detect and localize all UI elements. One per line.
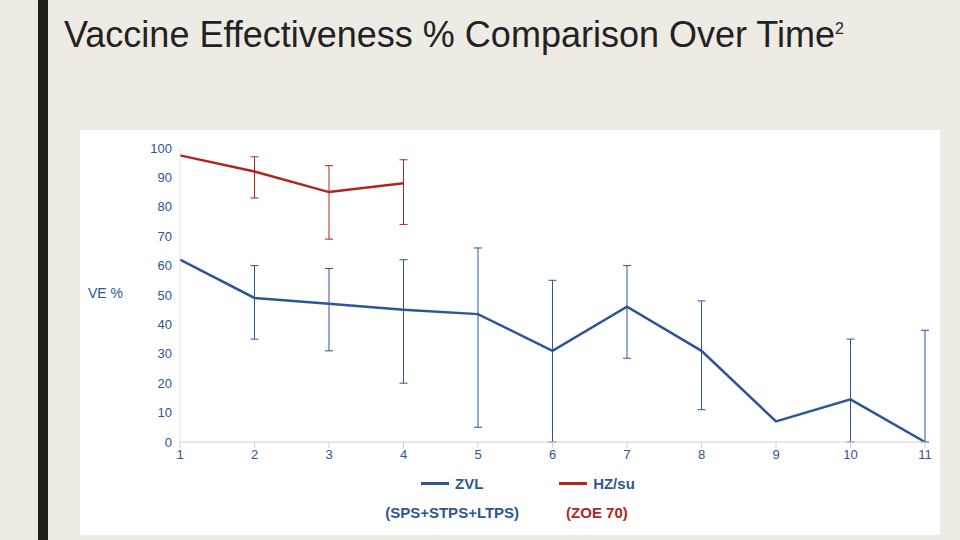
svg-text:5: 5: [474, 447, 481, 462]
html-text:Vaccine Effectiveness % Compar: Vaccine Effectiveness % Comparison Over …: [64, 14, 835, 55]
svg-text:11: 11: [918, 447, 932, 462]
svg-text:1: 1: [176, 447, 183, 462]
svg-text:10: 10: [843, 447, 857, 462]
svg-text:30: 30: [158, 346, 172, 361]
svg-text:60: 60: [158, 258, 172, 273]
svg-text:6: 6: [549, 447, 556, 462]
svg-text:90: 90: [158, 170, 172, 185]
svg-text:40: 40: [158, 317, 172, 332]
html-text:(SPS+STPS+LTPS): (SPS+STPS+LTPS): [385, 504, 520, 521]
svg-text:9: 9: [772, 447, 779, 462]
svg-text:10: 10: [158, 405, 172, 420]
html-text:HZ/su: HZ/su: [593, 475, 635, 492]
svg-text:4: 4: [400, 447, 407, 462]
html-text:2: 2: [835, 20, 844, 37]
svg-text:100: 100: [150, 141, 172, 156]
svg-text:2: 2: [251, 447, 258, 462]
svg-text:7: 7: [623, 447, 630, 462]
html-text:(ZOE 70): (ZOE 70): [566, 504, 628, 521]
svg-text:3: 3: [325, 447, 332, 462]
svg-text:50: 50: [158, 288, 172, 303]
html-text:ZVL: ZVL: [455, 475, 484, 492]
html-text:VE %: VE %: [88, 285, 123, 301]
svg-text:0: 0: [165, 435, 172, 450]
svg-text:8: 8: [698, 447, 705, 462]
svg-text:20: 20: [158, 376, 172, 391]
svg-text:70: 70: [158, 229, 172, 244]
svg-text:80: 80: [158, 199, 172, 214]
